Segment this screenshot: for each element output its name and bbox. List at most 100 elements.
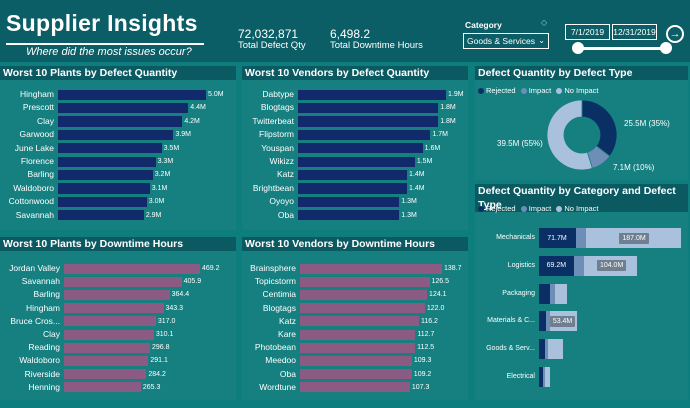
stacked-bar-segment[interactable]	[539, 311, 547, 332]
panel-title-plants-downtime: Worst 10 Plants by Downtime Hours	[0, 237, 236, 251]
bar[interactable]	[64, 303, 164, 314]
bar-category-label: Oba	[277, 209, 294, 220]
bar[interactable]	[298, 89, 446, 100]
date-to-input[interactable]: 12/31/2019	[612, 24, 657, 40]
bar[interactable]	[300, 303, 425, 314]
bar[interactable]	[300, 369, 412, 380]
bar-value-label: 1.9M	[448, 91, 464, 98]
bar[interactable]	[298, 169, 408, 181]
bar-category-label: Flipstorm	[259, 129, 294, 140]
stacked-bar-segment[interactable]	[539, 339, 546, 360]
bar[interactable]	[64, 382, 141, 393]
bar[interactable]	[298, 143, 423, 154]
bar[interactable]	[64, 289, 170, 301]
bar[interactable]	[298, 116, 439, 127]
bar-value-label: 5.0M	[208, 91, 224, 98]
category-legend: Rejected Impact No Impact	[478, 204, 599, 213]
stacked-bar-segment[interactable]	[550, 283, 556, 304]
stacked-bar-segment[interactable]	[545, 367, 551, 387]
bar-value-label: 1.4M	[409, 184, 425, 192]
legend-rejected-swatch	[478, 88, 484, 95]
bar[interactable]	[64, 329, 154, 340]
bar[interactable]	[58, 102, 189, 114]
bar-category-label: Florence	[20, 156, 54, 166]
bar-category-label: Hingham	[19, 89, 54, 99]
stacked-bar-segment[interactable]	[539, 283, 551, 304]
bar[interactable]	[300, 316, 419, 327]
date-slider-end-handle[interactable]	[660, 42, 672, 54]
bar-value-label: 112.7	[417, 331, 435, 338]
bar-value-label: 284.2	[148, 370, 166, 378]
bar[interactable]	[58, 210, 144, 221]
bar-value-label: 4.4M	[190, 104, 206, 112]
stacked-bar-segment[interactable]	[575, 228, 586, 248]
bar[interactable]	[58, 169, 153, 181]
bar[interactable]	[298, 196, 400, 208]
stacked-bar-segment[interactable]	[543, 367, 546, 387]
donut-label-rejected: 25.5M (35%)	[624, 119, 670, 128]
bar[interactable]	[58, 183, 150, 194]
legend-no-impact: No Impact	[564, 86, 599, 95]
bar[interactable]	[58, 143, 162, 154]
bar[interactable]	[64, 369, 147, 380]
bar[interactable]	[58, 89, 206, 100]
bar[interactable]	[64, 342, 151, 353]
stacked-bar-segment[interactable]	[546, 311, 551, 332]
bar-value-label: 112.5	[417, 344, 435, 352]
bar-value-label: 126.5	[431, 278, 450, 286]
bar[interactable]	[64, 316, 156, 327]
bar-value-label: 122.0	[426, 304, 445, 312]
donut-slice-rejected[interactable]	[581, 99, 618, 157]
bar-value-label: 3.3M	[157, 158, 174, 165]
date-slider-track	[577, 47, 665, 50]
donut-legend: Rejected Impact No Impact	[478, 86, 599, 95]
bar[interactable]	[300, 263, 442, 274]
bar-category-label: Reading	[28, 342, 60, 353]
title-underline	[6, 43, 204, 45]
bar[interactable]	[300, 329, 416, 340]
category-dropdown[interactable]: Goods & Services ⌄	[463, 33, 549, 49]
bar[interactable]	[298, 129, 431, 141]
stacked-bar-segment[interactable]	[555, 283, 567, 304]
bar[interactable]	[298, 102, 439, 114]
bar-value-label: 1.8M	[440, 117, 456, 125]
bar[interactable]	[58, 156, 156, 167]
stacked-bar-segment[interactable]	[539, 367, 544, 387]
clear-filter-icon[interactable]: ◇	[541, 18, 548, 27]
bar-category-label: June Lake	[14, 142, 54, 153]
bar[interactable]	[298, 183, 408, 194]
stacked-bar-segment[interactable]	[545, 339, 549, 360]
date-slider-start-handle[interactable]	[572, 42, 584, 54]
bar[interactable]	[64, 276, 182, 287]
bar[interactable]	[58, 116, 183, 127]
bar-category-label: Henning	[28, 381, 60, 392]
bar-category-label: Garwood	[19, 129, 55, 140]
stacked-bar-segment[interactable]	[539, 228, 576, 248]
bar[interactable]	[298, 210, 400, 221]
navigate-arrow-icon[interactable]: →	[666, 25, 684, 43]
date-from-input[interactable]: 7/1/2019	[565, 24, 610, 40]
bar[interactable]	[300, 355, 412, 367]
bar-category-label: Clay	[36, 115, 54, 126]
legend-impact: Impact	[528, 86, 552, 95]
bar-category-label: Barling	[33, 289, 60, 300]
stacked-bar-segment[interactable]	[539, 255, 575, 276]
bar-category-label: Dabtype	[262, 89, 294, 99]
bar[interactable]	[58, 196, 147, 208]
bar-category-label: Photobean	[254, 342, 296, 353]
bar[interactable]	[300, 289, 428, 301]
bar[interactable]	[300, 276, 430, 287]
bar-category-label: Waldoboro	[19, 355, 60, 366]
bar[interactable]	[64, 263, 200, 274]
bar-value-label: 4.2M	[184, 117, 200, 125]
panel-title-category-defect: Defect Quantity by Category and Defect T…	[475, 184, 688, 212]
bar[interactable]	[300, 382, 410, 393]
stacked-bar-segment[interactable]	[574, 255, 585, 276]
donut-slice-no-impact[interactable]	[546, 99, 593, 171]
bar[interactable]	[300, 342, 416, 353]
stacked-bar-segment[interactable]	[548, 339, 564, 360]
bar[interactable]	[58, 129, 174, 141]
bar[interactable]	[64, 355, 149, 367]
bar[interactable]	[298, 156, 415, 167]
donut-label-impact: 7.1M (10%)	[613, 163, 655, 172]
